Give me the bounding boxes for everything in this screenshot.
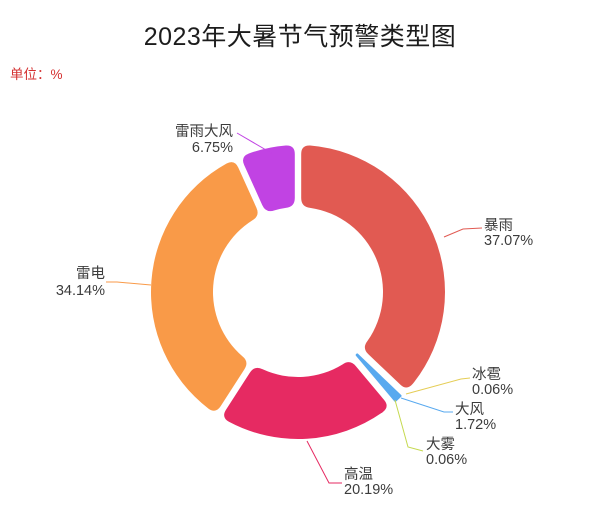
label-line-高温: [306, 440, 342, 484]
donut-segment-大风[interactable]: [355, 353, 402, 402]
label-line-大雾: [394, 399, 424, 452]
segment-value-暴雨: 37.07%: [484, 233, 533, 249]
segment-value-大雾: 0.06%: [426, 452, 467, 468]
segment-value-高温: 20.19%: [344, 482, 393, 498]
segment-value-雷电: 34.14%: [56, 283, 105, 299]
donut-segment-雷电[interactable]: [150, 162, 258, 411]
segment-name-雷雨大风: 雷雨大风: [175, 123, 233, 140]
segment-name-冰雹: 冰雹: [472, 366, 501, 383]
segment-value-冰雹: 0.06%: [472, 382, 513, 398]
label-line-大风: [400, 397, 453, 413]
segment-value-大风: 1.72%: [455, 417, 496, 433]
label-line-雷雨大风: [236, 132, 274, 155]
donut-segment-暴雨[interactable]: [301, 145, 445, 388]
segment-name-暴雨: 暴雨: [484, 217, 513, 234]
donut-segment-雷雨大风[interactable]: [243, 145, 295, 212]
segment-name-大风: 大风: [455, 401, 484, 418]
segment-value-雷雨大风: 6.75%: [192, 140, 233, 156]
segment-name-雷电: 雷电: [76, 265, 105, 282]
page-title: 2023年大暑节气预警类型图: [143, 23, 457, 51]
segment-name-大雾: 大雾: [426, 436, 455, 453]
donut-segment-高温[interactable]: [224, 362, 387, 439]
unit-label: 单位：%: [10, 67, 63, 82]
segment-name-高温: 高温: [344, 466, 373, 483]
label-line-雷电: [106, 281, 152, 286]
label-line-冰雹: [405, 377, 471, 395]
label-line-暴雨: [443, 227, 483, 238]
